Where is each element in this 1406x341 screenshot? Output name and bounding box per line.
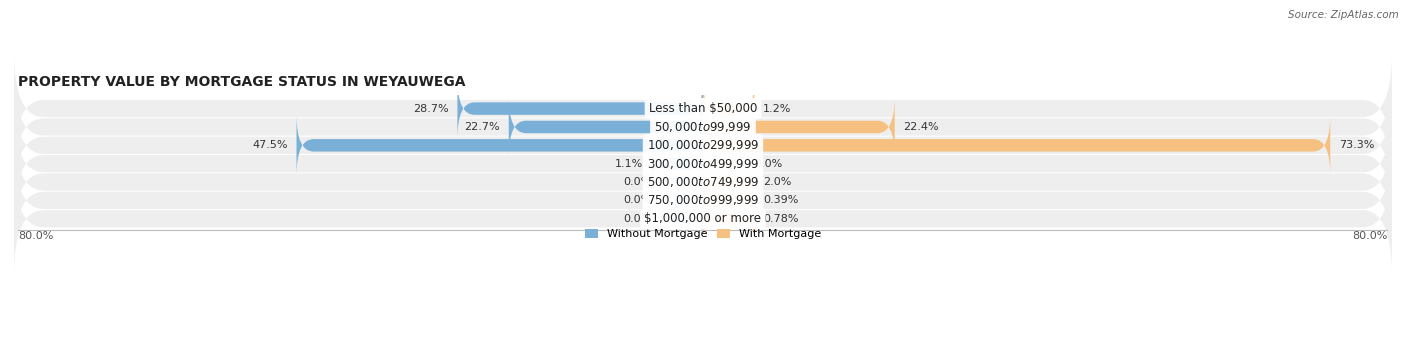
Text: 1.1%: 1.1% (614, 159, 643, 169)
FancyBboxPatch shape (457, 78, 703, 139)
FancyBboxPatch shape (297, 115, 703, 176)
Text: PROPERTY VALUE BY MORTGAGE STATUS IN WEYAUWEGA: PROPERTY VALUE BY MORTGAGE STATUS IN WEY… (18, 75, 465, 89)
FancyBboxPatch shape (14, 163, 1392, 275)
Text: $500,000 to $749,999: $500,000 to $749,999 (647, 175, 759, 189)
Text: $50,000 to $99,999: $50,000 to $99,999 (654, 120, 752, 134)
FancyBboxPatch shape (14, 53, 1392, 164)
FancyBboxPatch shape (703, 170, 755, 231)
FancyBboxPatch shape (14, 145, 1392, 256)
Text: $1,000,000 or more: $1,000,000 or more (644, 212, 762, 225)
Text: 0.0%: 0.0% (623, 214, 651, 224)
Text: $750,000 to $999,999: $750,000 to $999,999 (647, 193, 759, 207)
Text: 0.78%: 0.78% (763, 214, 799, 224)
FancyBboxPatch shape (703, 188, 755, 249)
FancyBboxPatch shape (703, 78, 755, 139)
Text: Less than $50,000: Less than $50,000 (648, 102, 758, 115)
Text: Source: ZipAtlas.com: Source: ZipAtlas.com (1288, 10, 1399, 20)
Text: 1.2%: 1.2% (763, 104, 792, 114)
FancyBboxPatch shape (509, 97, 703, 158)
Text: $100,000 to $299,999: $100,000 to $299,999 (647, 138, 759, 152)
Text: 22.7%: 22.7% (464, 122, 501, 132)
Text: 0.0%: 0.0% (623, 177, 651, 187)
FancyBboxPatch shape (661, 170, 703, 231)
FancyBboxPatch shape (14, 108, 1392, 219)
FancyBboxPatch shape (703, 151, 755, 212)
Text: 2.0%: 2.0% (763, 177, 792, 187)
Text: 73.3%: 73.3% (1339, 140, 1374, 150)
Legend: Without Mortgage, With Mortgage: Without Mortgage, With Mortgage (581, 224, 825, 243)
FancyBboxPatch shape (661, 188, 703, 249)
Text: 80.0%: 80.0% (18, 231, 53, 241)
FancyBboxPatch shape (14, 90, 1392, 201)
FancyBboxPatch shape (651, 133, 703, 194)
FancyBboxPatch shape (14, 71, 1392, 182)
FancyBboxPatch shape (703, 115, 1330, 176)
Text: 80.0%: 80.0% (1353, 231, 1388, 241)
Text: 47.5%: 47.5% (253, 140, 288, 150)
Text: 22.4%: 22.4% (903, 122, 939, 132)
FancyBboxPatch shape (14, 127, 1392, 238)
FancyBboxPatch shape (661, 151, 703, 212)
Text: 28.7%: 28.7% (413, 104, 449, 114)
Text: 0.0%: 0.0% (755, 159, 783, 169)
FancyBboxPatch shape (703, 97, 894, 158)
Text: 0.39%: 0.39% (763, 195, 799, 205)
Text: 0.0%: 0.0% (623, 195, 651, 205)
FancyBboxPatch shape (703, 133, 745, 194)
Text: $300,000 to $499,999: $300,000 to $499,999 (647, 157, 759, 171)
